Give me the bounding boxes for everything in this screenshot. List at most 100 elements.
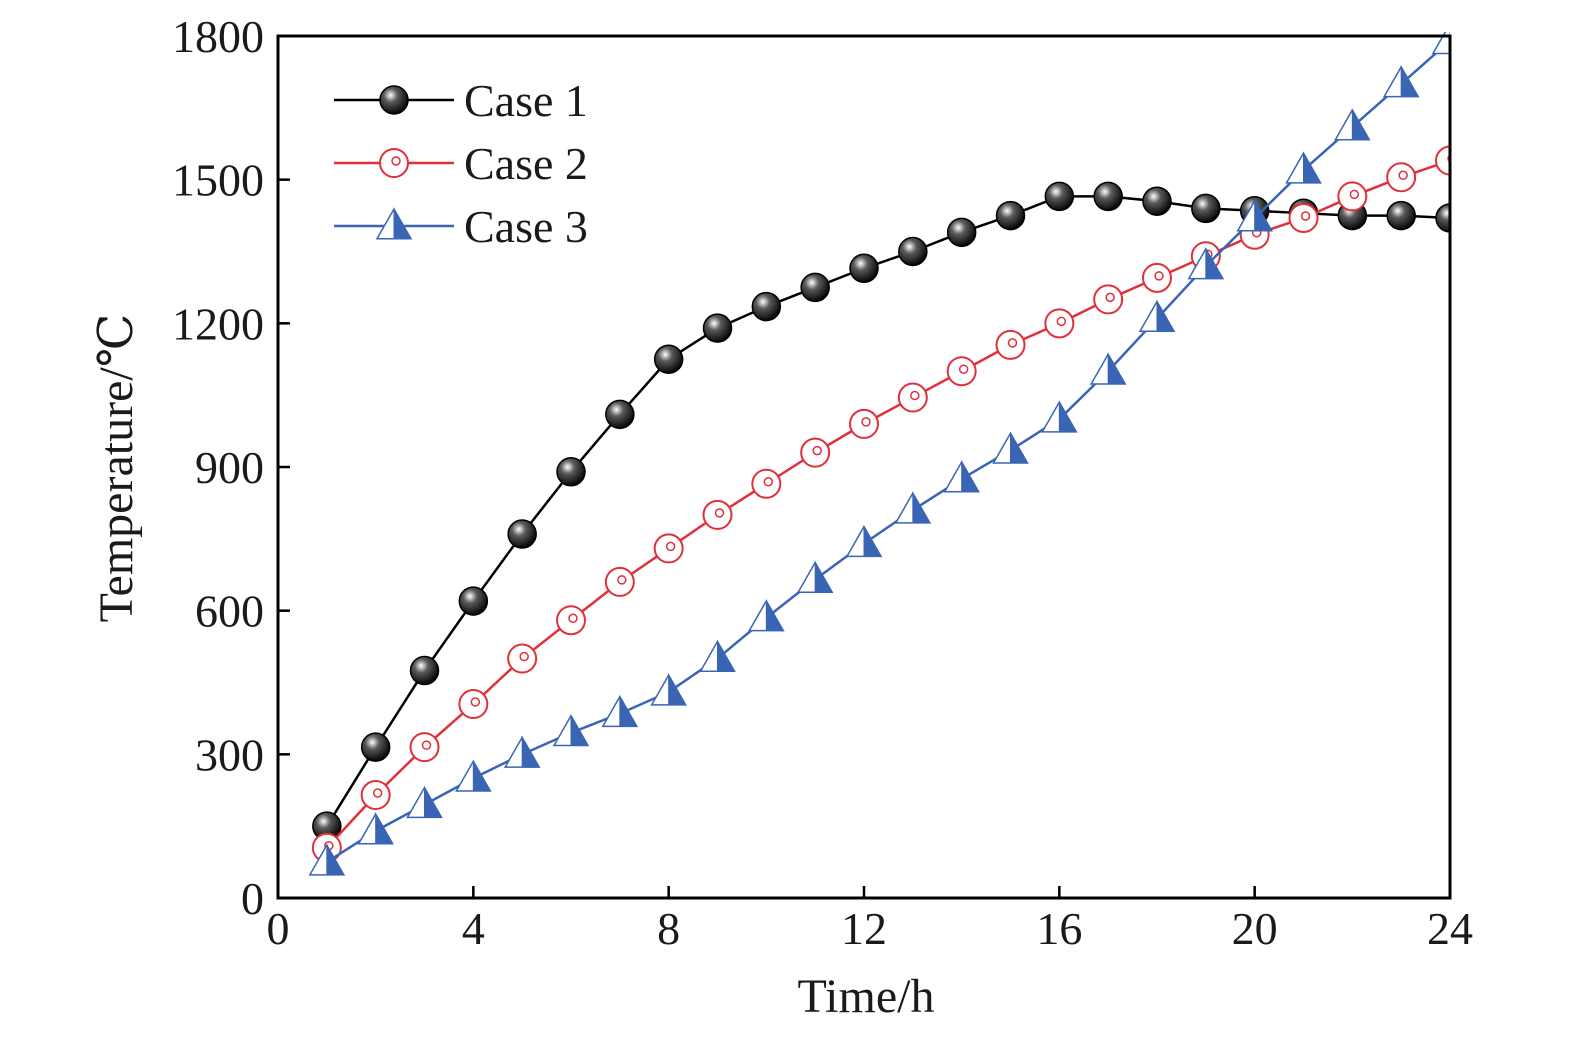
series-case-1-point [1386,200,1416,231]
series-case-1-point [751,291,782,322]
series-case-2-point-dot [861,417,871,427]
legend-case-2-label: Case 2 [464,138,588,189]
series-case-3-point [503,735,541,768]
series-case-3-point-fill [619,694,638,727]
x-tick-label: 16 [1036,903,1082,954]
series-case-3-point-fill [521,735,541,768]
series-case-2-point-dot [519,651,529,662]
series-case-3-point-fill [912,491,931,524]
series-case-2-point [995,329,1026,360]
x-tick-label: 8 [657,903,680,954]
y-tick-label: 1500 [172,155,264,206]
series-case-1-line [325,195,1450,827]
series-case-2-point [556,605,586,636]
series-case-3-point-fill [765,598,785,632]
series-case-3-point-fill [375,812,394,845]
x-tick-label: 12 [841,903,887,954]
series-case-2-point-ring [946,356,977,387]
series-case-2-point-dot [714,508,725,518]
legend-case-2-marker-dot [391,156,401,166]
series-case-2-point-ring [556,605,586,636]
series-case-3-point [650,673,687,706]
series-case-2-point-dot [812,445,822,456]
series-case-1-point [849,253,879,284]
series-case-1-point [360,732,391,762]
series-case-3-point [1285,151,1322,184]
series-case-3-point [699,639,736,673]
series-case-3-point-fill [1107,352,1127,385]
series-case-2-point-dot [1056,316,1067,327]
series-case-1-point [702,313,733,343]
y-tick-label: 300 [195,729,264,780]
series-case-3-point-fill [1058,400,1078,433]
series-case-3-point-fill [1156,299,1175,332]
series-case-2-point-ring [1288,202,1319,233]
series-case-3-point [552,713,590,747]
series-case-2-point [1435,145,1450,176]
series-case-3-point-fill [1205,246,1224,280]
y-tick-label: 0 [241,873,264,924]
series-case-3-point [308,843,346,876]
series-case-1-point [409,655,440,686]
series-case-2-point-dot [958,364,969,374]
y-tick-label: 900 [195,442,264,493]
series-case-3-point [943,460,980,493]
series-case-2-point-ring [849,408,879,439]
series-case-3-point [1138,299,1176,333]
series-case-1-point [556,457,586,487]
series-case-3-point-fill [1400,65,1420,98]
series-case-2-point-ring [1142,262,1172,293]
legend-case-2-marker [379,148,409,178]
series-case-2-point-dot [665,541,676,552]
series-case-1-point [800,272,830,303]
series-case-1-point [1093,181,1123,212]
plot-area [308,32,1450,876]
series-case-3-point-fill [1254,199,1273,232]
x-axis-title: Time/h [798,970,935,1023]
series-case-2-point-ring [507,643,538,674]
series-case-3-point-fill [863,524,882,557]
series-case-2-point [507,643,538,674]
series-case-1-point [995,200,1026,231]
series-case-3-point [601,694,639,728]
series-case-3-point-fill [1010,431,1029,464]
legend-case-3-marker [375,207,413,240]
series-case-3-point-fill [717,639,736,672]
series-case-3-point [1041,400,1078,433]
legend: Case 1 Case 2 Case 3 [334,75,588,252]
series-case-1-point [605,399,635,430]
series-case-2-point-ring [360,780,391,811]
series-case-1-point [507,519,537,549]
series-case-3-point-fill [472,759,492,792]
series-case-2-point [897,382,928,413]
series-case-2-point-dot [1398,170,1408,181]
series-case-2-point-ring [800,437,831,468]
series-case-2-point [800,437,831,468]
series-case-2-point [1093,284,1124,315]
x-tick-label: 4 [462,903,485,954]
legend-case-1-marker [379,85,409,115]
y-tick-label: 1800 [172,11,264,62]
series-case-3-point [748,598,785,632]
series-case-2-point-ring [1435,145,1450,176]
x-tick-label: 20 [1232,903,1278,954]
series-case-3-point [845,524,883,558]
series-case-2-point [1142,262,1172,293]
series-case-3-point [1334,108,1371,141]
series-case-3-point-fill [814,560,834,593]
plot-frame [276,34,1452,900]
y-tick-label: 600 [195,586,264,637]
series-case-2-point [946,356,977,387]
series-case-1-point [1142,186,1172,216]
series-case-2-point [1386,162,1417,193]
series-case-2-point-dot [763,477,774,487]
series-case-3-point [455,759,492,792]
series-case-1-point [1435,203,1450,233]
series-case-2-point-dot [910,390,920,401]
series-case-2-point-dot [1105,292,1115,303]
series-case-1-point [1044,181,1075,212]
series-case-3-point-fill [570,713,589,747]
series-case-2-point-dot [1349,189,1360,200]
legend-case-1-label: Case 1 [464,75,588,126]
